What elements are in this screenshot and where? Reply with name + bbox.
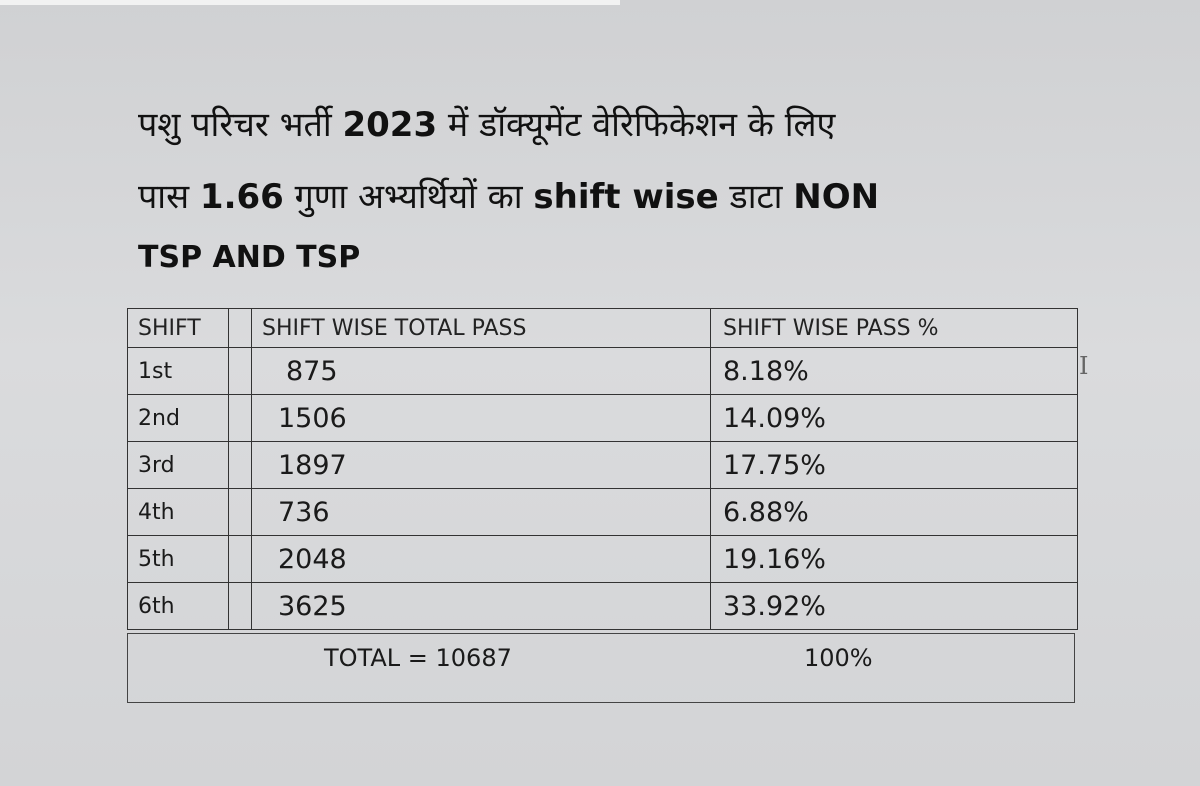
column-divider xyxy=(228,535,252,583)
top-edge-strip xyxy=(0,0,620,5)
shift-cell: 6th xyxy=(127,582,229,630)
text-cursor-icon: I xyxy=(1079,352,1089,380)
table-row: 2nd 1506 14.09% xyxy=(127,394,1078,442)
pass-percent-cell: 17.75% xyxy=(710,441,1078,489)
column-divider xyxy=(228,441,252,489)
heading-line-3: TSP AND TSP xyxy=(138,240,361,275)
shift-table: SHIFT SHIFT WISE TOTAL PASS SHIFT WISE P… xyxy=(127,308,1078,630)
pass-percent-cell: 14.09% xyxy=(710,394,1078,442)
heading-line-1: पशु परिचर भर्ती 2023 में डॉक्यूमेंट वेरि… xyxy=(138,100,1078,146)
column-divider xyxy=(228,582,252,630)
column-divider xyxy=(228,347,252,395)
heading-text: डाटा xyxy=(718,177,794,217)
table-row: 5th 2048 19.16% xyxy=(127,535,1078,583)
table-row: 3rd 1897 17.75% xyxy=(127,441,1078,489)
shift-table-container: SHIFT SHIFT WISE TOTAL PASS SHIFT WISE P… xyxy=(127,308,1078,630)
total-percent: 100% xyxy=(804,644,873,672)
total-pass-cell: 2048 xyxy=(251,535,711,583)
heading-non: NON xyxy=(793,177,880,217)
table-header-row: SHIFT SHIFT WISE TOTAL PASS SHIFT WISE P… xyxy=(127,308,1078,348)
total-label: TOTAL = 10687 xyxy=(324,644,512,672)
total-pass-cell: 1897 xyxy=(251,441,711,489)
total-pass-cell: 1506 xyxy=(251,394,711,442)
heading-year: 2023 xyxy=(342,105,438,145)
total-pass-cell: 875 xyxy=(251,347,711,395)
shift-cell: 3rd xyxy=(127,441,229,489)
heading-text: पास xyxy=(138,177,200,217)
table-row: 1st 875 8.18% xyxy=(127,347,1078,395)
table-row: 6th 3625 33.92% xyxy=(127,582,1078,630)
column-divider xyxy=(228,394,252,442)
heading-line-2: पास 1.66 गुणा अभ्यर्थियों का shift wise … xyxy=(138,172,1078,218)
pass-percent-cell: 33.92% xyxy=(710,582,1078,630)
column-header-shift: SHIFT xyxy=(127,308,229,348)
heading-text: में डॉक्यूमेंट वेरिफिकेशन के लिए xyxy=(437,105,836,145)
shift-cell: 5th xyxy=(127,535,229,583)
heading-text: पशु परिचर भर्ती xyxy=(138,105,343,145)
column-header-total-pass: SHIFT WISE TOTAL PASS xyxy=(251,308,711,348)
column-divider xyxy=(228,488,252,536)
pass-percent-cell: 19.16% xyxy=(710,535,1078,583)
total-pass-cell: 3625 xyxy=(251,582,711,630)
column-header-pass-percent: SHIFT WISE PASS % xyxy=(710,308,1078,348)
table-row: 4th 736 6.88% xyxy=(127,488,1078,536)
pass-percent-cell: 6.88% xyxy=(710,488,1078,536)
shift-cell: 1st xyxy=(127,347,229,395)
column-divider xyxy=(228,308,252,348)
shift-cell: 4th xyxy=(127,488,229,536)
total-pass-cell: 736 xyxy=(251,488,711,536)
heading-multiplier: 1.66 xyxy=(199,177,284,217)
total-row-box: TOTAL = 10687 100% xyxy=(127,633,1075,703)
pass-percent-cell: 8.18% xyxy=(710,347,1078,395)
heading-shift-wise: shift wise xyxy=(533,177,719,217)
shift-cell: 2nd xyxy=(127,394,229,442)
heading-text: गुणा अभ्यर्थियों का xyxy=(283,177,534,217)
